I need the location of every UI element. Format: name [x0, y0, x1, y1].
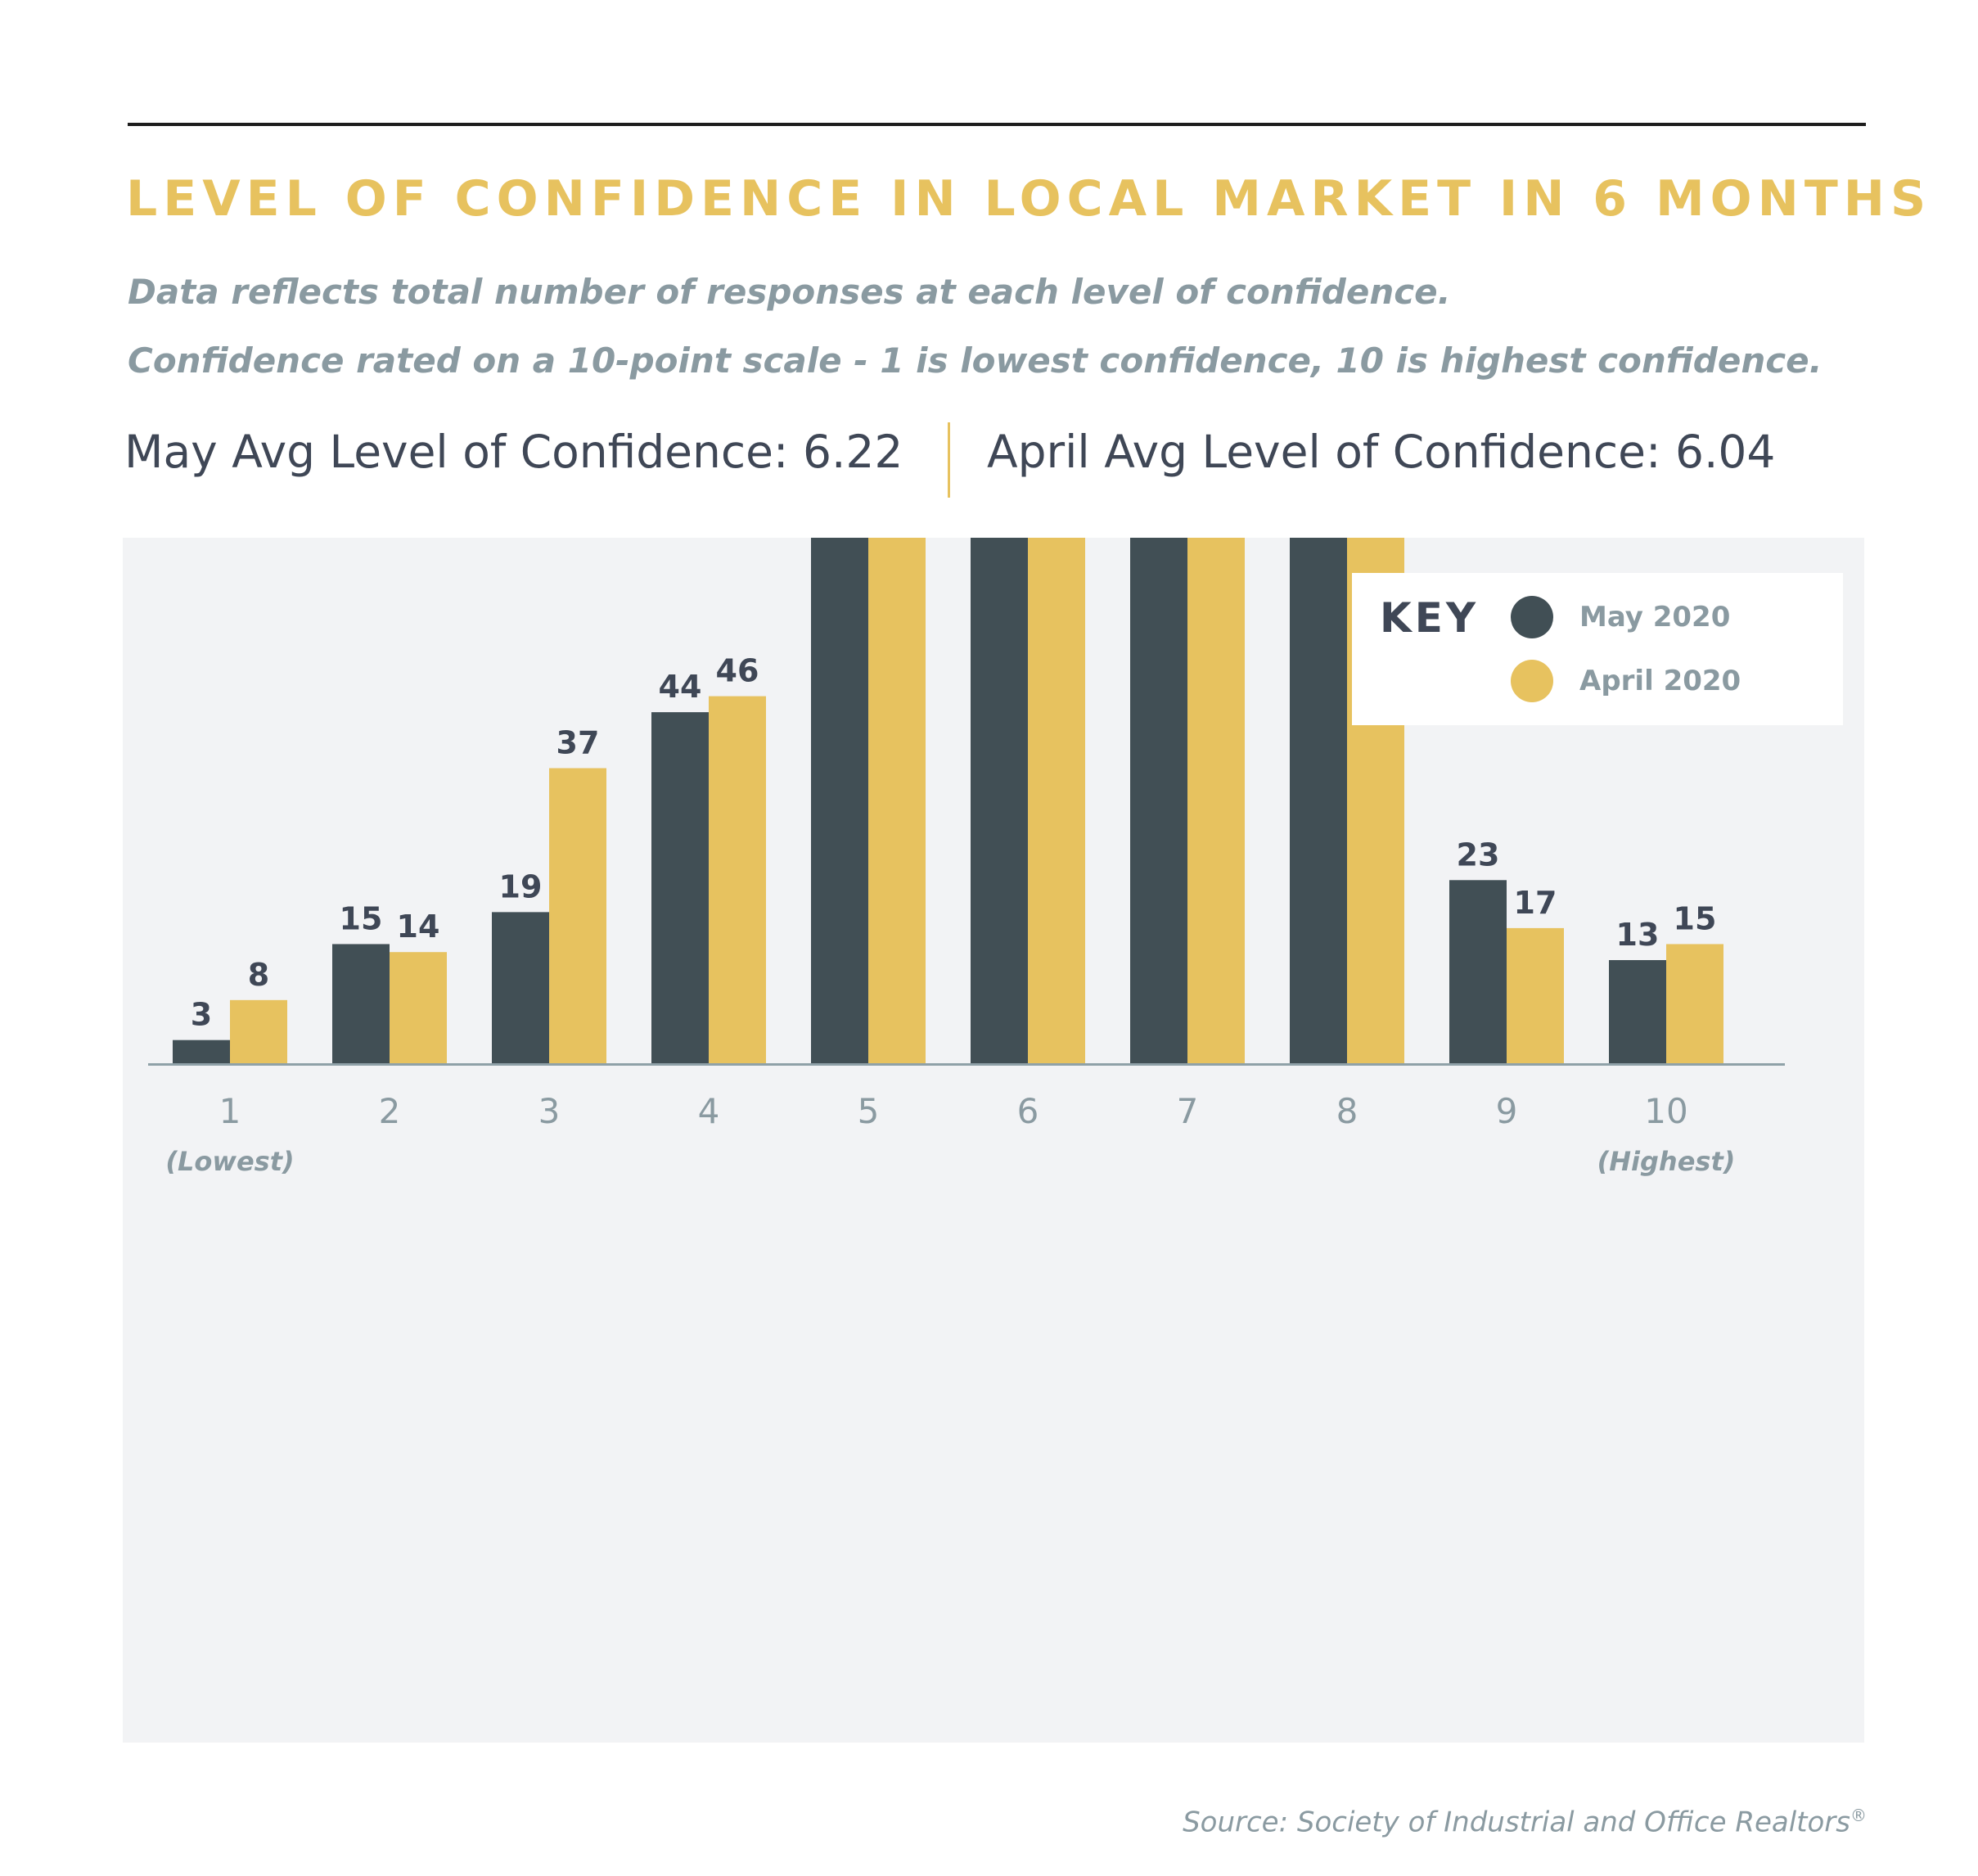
data-label-may-9: 23	[1457, 837, 1500, 873]
may-average: May Avg Level of Confidence: 6.22	[124, 426, 903, 478]
bar-april-4	[709, 696, 766, 1064]
april-average: April Avg Level of Confidence: 6.04	[987, 426, 1776, 478]
bar-may-7	[1130, 538, 1187, 1064]
bar-april-10	[1666, 944, 1723, 1064]
bar-may-8	[1290, 538, 1347, 1064]
legend-april-swatch	[1511, 660, 1553, 702]
x-tick-label-3: 3	[538, 1091, 561, 1131]
x-tick-label-1: 1	[219, 1091, 241, 1131]
legend-may-label: May 2020	[1579, 601, 1731, 634]
data-label-april-9: 17	[1514, 885, 1557, 921]
legend: KEY May 2020 April 2020	[1352, 573, 1843, 725]
data-label-april-2: 14	[397, 909, 440, 945]
bar-may-10	[1609, 959, 1666, 1064]
source-text: Source: Society of Industrial and Office…	[1183, 1806, 1850, 1839]
bar-april-6	[1028, 538, 1085, 1064]
data-label-may-10: 13	[1616, 917, 1660, 953]
bar-april-5	[868, 538, 926, 1064]
data-label-may-3: 19	[499, 868, 543, 904]
data-label-april-4: 46	[716, 653, 759, 689]
x-tick-label-8: 8	[1336, 1091, 1358, 1131]
bar-april-2	[390, 952, 447, 1064]
registered-mark: ®	[1850, 1806, 1867, 1825]
subtitle-line-2: Confidence rated on a 10-point scale - 1…	[128, 340, 1823, 381]
bar-may-3	[492, 912, 549, 1064]
data-label-april-1: 8	[248, 957, 269, 993]
x-tick-note-1: (Lowest)	[165, 1146, 294, 1177]
chart-panel: 381(Lowest)15142193734446471755817761111…	[123, 538, 1864, 1743]
chart-title: LEVEL OF CONFIDENCE IN LOCAL MARKET IN 6…	[126, 170, 1932, 228]
legend-april-label: April 2020	[1579, 665, 1741, 697]
subtitle-line-1: Data reflects total number of responses …	[128, 272, 1451, 312]
bar-april-3	[549, 768, 606, 1064]
bar-may-6	[971, 538, 1028, 1064]
bar-may-1	[173, 1039, 230, 1064]
bar-april-9	[1507, 927, 1564, 1064]
x-tick-label-7: 7	[1177, 1091, 1199, 1131]
x-tick-label-2: 2	[379, 1091, 401, 1131]
data-label-april-10: 15	[1674, 900, 1717, 936]
legend-title: KEY	[1380, 594, 1480, 642]
data-label-april-3: 37	[556, 725, 600, 761]
legend-may-swatch	[1511, 596, 1553, 638]
average-divider	[948, 422, 950, 498]
x-tick-label-5: 5	[858, 1091, 880, 1131]
data-label-may-4: 44	[659, 669, 702, 705]
source-note: Source: Society of Industrial and Office…	[1183, 1806, 1867, 1838]
x-tick-label-4: 4	[698, 1091, 720, 1131]
x-tick-note-10: (Highest)	[1597, 1146, 1736, 1177]
x-tick-label-6: 6	[1017, 1091, 1039, 1131]
bar-chart: 381(Lowest)15142193734446471755817761111…	[148, 538, 1785, 1177]
bar-april-1	[230, 999, 287, 1064]
data-label-may-2: 15	[340, 900, 383, 936]
x-tick-label-9: 9	[1496, 1091, 1518, 1131]
data-label-may-1: 3	[191, 997, 212, 1033]
x-tick-label-10: 10	[1644, 1091, 1687, 1131]
bar-may-5	[811, 538, 868, 1064]
bar-may-9	[1449, 880, 1507, 1064]
bar-may-2	[332, 944, 390, 1064]
bar-april-7	[1187, 538, 1245, 1064]
top-rule	[128, 123, 1866, 126]
bar-may-4	[651, 712, 709, 1064]
x-axis-line	[148, 1063, 1785, 1066]
